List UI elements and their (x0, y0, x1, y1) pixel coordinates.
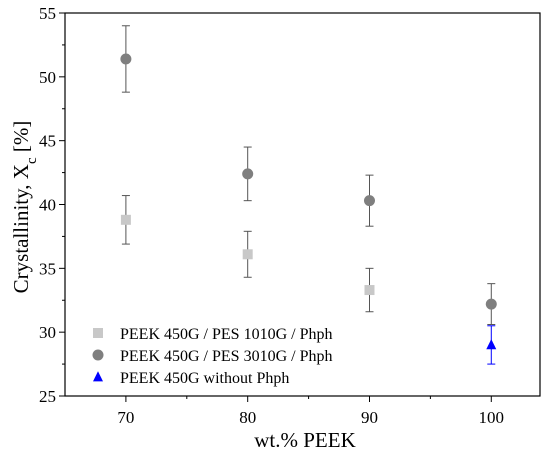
data-point-circle (242, 168, 254, 180)
legend: PEEK 450G / PES 1010G / Phph PEEK 450G / … (92, 326, 332, 387)
data-point-circle (485, 298, 497, 310)
data-point-square (364, 285, 375, 296)
axes: 70 80 90 100 25 30 35 40 45 50 55 (39, 4, 541, 427)
y-tick-label: 25 (39, 387, 56, 406)
legend-marker-square (93, 328, 103, 338)
legend-entry: PEEK 450G / PES 3010G / Phph (92, 348, 332, 365)
plot-area (120, 25, 497, 365)
y-tick-label: 50 (39, 68, 56, 87)
data-point-square (120, 214, 131, 225)
y-tick-label: 40 (39, 196, 56, 215)
y-axis-title-main: Crystallinity, X (9, 164, 33, 293)
series-triangle (486, 325, 497, 365)
series-circle (120, 25, 497, 326)
series-square (120, 195, 375, 313)
y-axis-title: Crystallinity, Xc [%] (9, 121, 40, 294)
legend-label: PEEK 450G / PES 1010G / Phph (120, 326, 332, 343)
y-axis-title-unit: [%] (9, 121, 33, 158)
y-axis-title-subscript: c (24, 157, 40, 164)
y-tick-label: 35 (39, 259, 56, 278)
legend-label: PEEK 450G without Phph (120, 370, 289, 387)
x-tick-label: 90 (361, 408, 378, 427)
data-point-circle (120, 53, 132, 65)
legend-marker-triangle (93, 371, 103, 382)
y-tick-label: 30 (39, 323, 56, 342)
y-tick-label: 55 (39, 4, 56, 23)
legend-entry: PEEK 450G without Phph (93, 370, 289, 387)
x-tick-label: 100 (479, 408, 505, 427)
x-axis-title: wt.% PEEK (254, 428, 356, 452)
legend-marker-circle (92, 349, 104, 361)
y-tick-label: 45 (39, 132, 56, 151)
legend-label: PEEK 450G / PES 3010G / Phph (120, 348, 332, 365)
data-point-circle (363, 195, 375, 207)
x-tick-label: 70 (117, 408, 134, 427)
legend-entry: PEEK 450G / PES 1010G / Phph (93, 326, 332, 343)
x-tick-label: 80 (239, 408, 256, 427)
data-point-square (242, 249, 253, 260)
data-point-triangle (486, 339, 497, 350)
